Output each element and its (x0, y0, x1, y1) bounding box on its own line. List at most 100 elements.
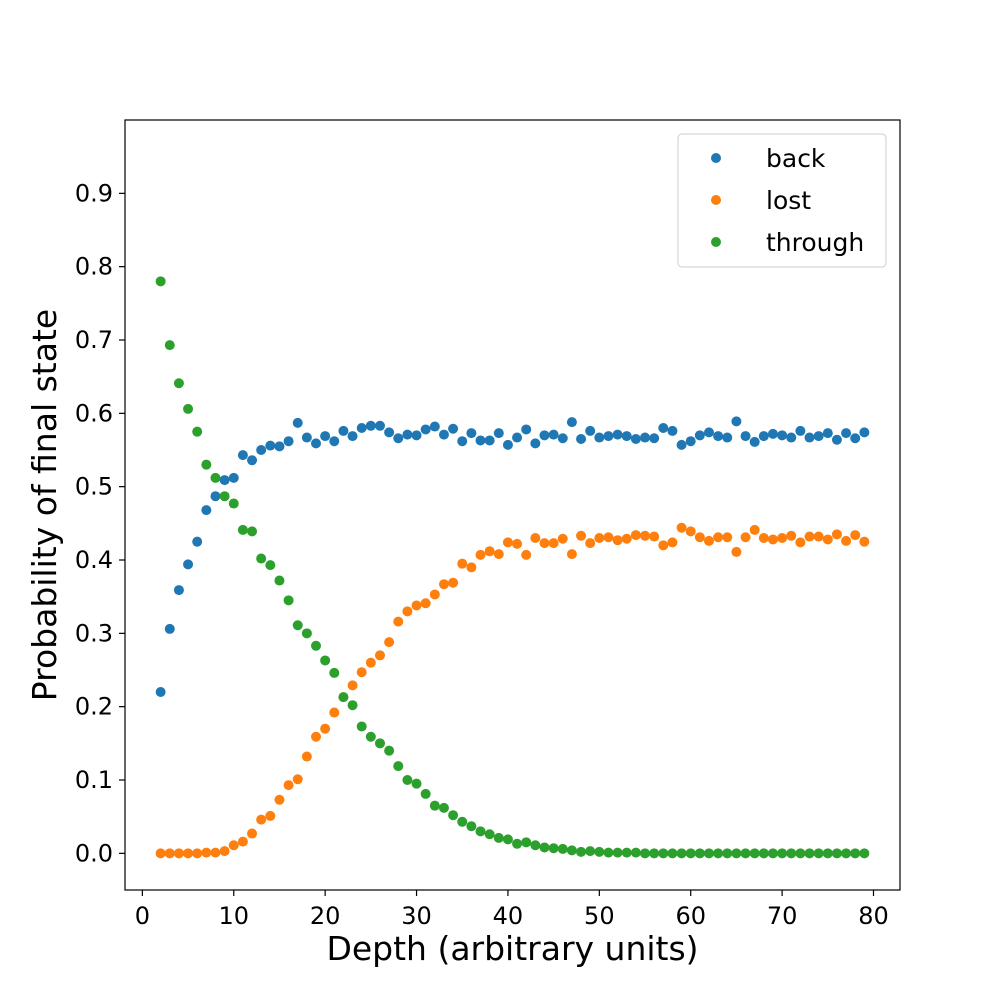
data-point-through (402, 775, 413, 785)
data-point-lost (274, 794, 285, 805)
data-point-through (749, 848, 760, 859)
data-point-back (850, 433, 861, 444)
data-point-lost (219, 846, 230, 857)
data-point-lost (758, 533, 769, 543)
data-point-through (292, 620, 303, 631)
data-point-lost (594, 533, 605, 543)
data-point-lost (548, 538, 559, 549)
data-point-through (767, 848, 778, 859)
data-point-back (831, 434, 842, 445)
data-point-lost (850, 530, 861, 541)
data-point-through (667, 848, 678, 859)
data-point-lost (566, 549, 577, 560)
data-point-lost (512, 538, 523, 549)
data-point-lost (155, 848, 166, 859)
data-point-back (173, 585, 184, 596)
data-point-lost (256, 814, 267, 825)
data-point-back (585, 425, 596, 436)
data-point-back (347, 431, 358, 442)
data-point-through (703, 848, 714, 859)
data-point-back (201, 505, 212, 516)
data-point-back (521, 424, 532, 435)
data-point-through (795, 848, 806, 859)
data-point-through (831, 848, 842, 859)
data-point-through (493, 832, 504, 843)
data-point-lost (210, 847, 221, 858)
data-point-back (502, 439, 513, 450)
data-point-through (566, 845, 577, 856)
data-point-lost (722, 532, 733, 543)
data-point-through (676, 848, 687, 859)
data-point-lost (201, 847, 212, 858)
data-point-through (521, 837, 532, 848)
legend-marker-back (711, 153, 721, 163)
data-point-through (365, 731, 376, 742)
data-point-through (484, 829, 495, 840)
data-point-through (731, 848, 742, 859)
data-point-back (338, 425, 349, 436)
data-point-back (758, 431, 769, 442)
data-point-lost (521, 549, 532, 560)
data-point-through (256, 553, 267, 564)
data-point-lost (859, 536, 870, 547)
data-point-back (475, 435, 486, 446)
data-point-through (713, 848, 724, 859)
data-point-lost (365, 657, 376, 668)
data-point-lost (429, 589, 440, 600)
data-point-lost (420, 598, 431, 609)
x-tick-label: 50 (584, 902, 615, 930)
data-point-back (301, 432, 312, 443)
data-point-back (603, 431, 614, 442)
data-point-back (292, 417, 303, 428)
data-point-through (621, 847, 632, 858)
data-point-lost (283, 780, 294, 791)
y-tick-label: 0.4 (75, 546, 113, 574)
data-point-lost (475, 549, 486, 560)
data-point-lost (493, 549, 504, 560)
data-point-back (457, 436, 468, 447)
data-point-through (640, 848, 651, 859)
data-point-lost (804, 531, 815, 542)
data-point-through (283, 595, 294, 606)
data-point-through (740, 848, 751, 859)
data-point-back (777, 430, 788, 441)
data-point-through (329, 667, 340, 678)
data-point-lost (777, 533, 788, 543)
data-point-back (183, 559, 194, 570)
data-point-through (155, 276, 166, 287)
data-point-back (164, 623, 175, 634)
data-point-back (530, 438, 541, 449)
data-point-through (813, 848, 824, 859)
data-point-through (247, 526, 258, 537)
data-point-back (612, 429, 623, 440)
data-point-through (502, 834, 513, 845)
data-point-through (466, 821, 477, 832)
legend-box (677, 133, 887, 268)
legend: back lost through (677, 133, 887, 268)
data-point-lost (502, 537, 513, 548)
data-point-through (841, 848, 852, 859)
data-point-lost (393, 616, 404, 627)
data-point-through (630, 847, 641, 858)
data-point-back (795, 425, 806, 436)
data-point-through (201, 459, 212, 470)
data-point-through (338, 692, 349, 703)
x-tick-label: 30 (401, 902, 432, 930)
data-point-back (356, 423, 367, 433)
data-point-back (219, 475, 230, 486)
data-point-back (402, 429, 413, 440)
data-point-back (311, 438, 322, 449)
data-point-through (265, 560, 276, 571)
data-point-lost (311, 731, 322, 742)
data-point-through (786, 848, 797, 859)
data-point-lost (237, 836, 248, 847)
data-point-through (320, 655, 331, 666)
data-point-back (731, 416, 742, 427)
x-axis-ticks: 0 10 20 30 40 50 60 70 80 (135, 890, 889, 930)
y-axis-label: Probability of final state (25, 309, 64, 701)
data-point-back (493, 428, 504, 439)
data-point-lost (292, 774, 303, 785)
data-point-through (301, 628, 312, 639)
data-point-back (512, 432, 523, 443)
data-point-through (859, 848, 870, 859)
